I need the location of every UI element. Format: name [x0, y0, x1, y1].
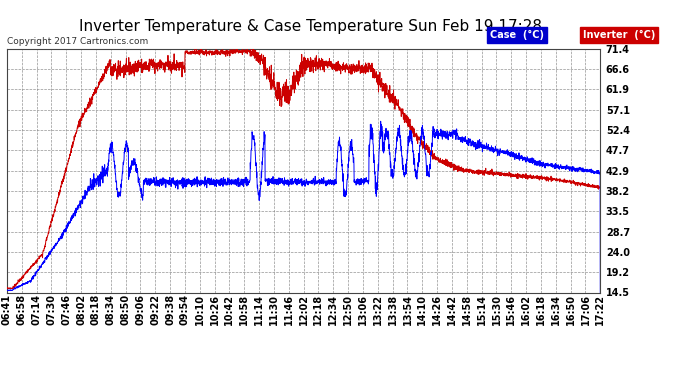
Text: Copyright 2017 Cartronics.com: Copyright 2017 Cartronics.com — [7, 38, 148, 46]
Text: Inverter  (°C): Inverter (°C) — [583, 30, 656, 40]
Text: Case  (°C): Case (°C) — [490, 30, 544, 40]
Text: Inverter Temperature & Case Temperature Sun Feb 19 17:28: Inverter Temperature & Case Temperature … — [79, 19, 542, 34]
